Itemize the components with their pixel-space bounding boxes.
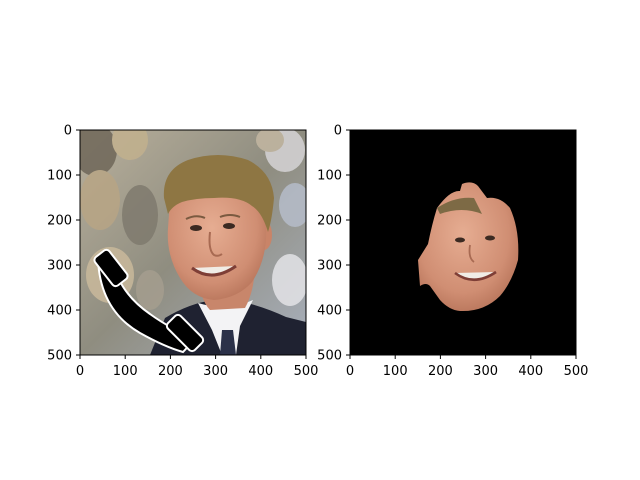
left-x-tick-label: 300 <box>203 364 228 379</box>
left-y-tick-label: 0 <box>64 124 72 139</box>
right-y-tick-label: 500 <box>317 349 342 364</box>
segmented-features <box>437 197 497 282</box>
left-x-tick-label: 400 <box>248 364 273 379</box>
left-y-tick-label: 400 <box>47 304 72 319</box>
right-x-tick-label: 200 <box>428 364 453 379</box>
right-image <box>350 130 576 355</box>
left-y-tick-label: 300 <box>47 259 72 274</box>
left-x-tick-label: 100 <box>113 364 138 379</box>
right-x-tick-label: 100 <box>383 364 408 379</box>
right-x-tick-label: 400 <box>518 364 543 379</box>
shirt-collar <box>198 300 253 355</box>
left-x-tick-label: 500 <box>294 364 319 379</box>
tie <box>220 330 236 355</box>
right-y-tick-label: 200 <box>317 214 342 229</box>
right-y-tick-label: 400 <box>317 304 342 319</box>
left-y-tick-label: 500 <box>47 349 72 364</box>
right-y-tick-label: 0 <box>334 124 342 139</box>
left-x-tick-label: 0 <box>76 364 84 379</box>
right-axes-frame <box>349 129 577 356</box>
left-axes-frame <box>79 129 307 356</box>
facial-features <box>185 214 241 277</box>
right-x-tick-label: 0 <box>346 364 354 379</box>
right-x-tick-label: 500 <box>564 364 589 379</box>
left-y-tick-label: 100 <box>47 169 72 184</box>
right-y-tick-label: 100 <box>317 169 342 184</box>
left-x-tick-label: 200 <box>158 364 183 379</box>
left-y-tick-label: 200 <box>47 214 72 229</box>
hair <box>163 155 274 232</box>
segmented-face <box>418 182 519 312</box>
right-y-tick-label: 300 <box>317 259 342 274</box>
handset-occlusion <box>93 248 205 354</box>
right-x-tick-label: 300 <box>473 364 498 379</box>
left-image <box>80 130 306 355</box>
